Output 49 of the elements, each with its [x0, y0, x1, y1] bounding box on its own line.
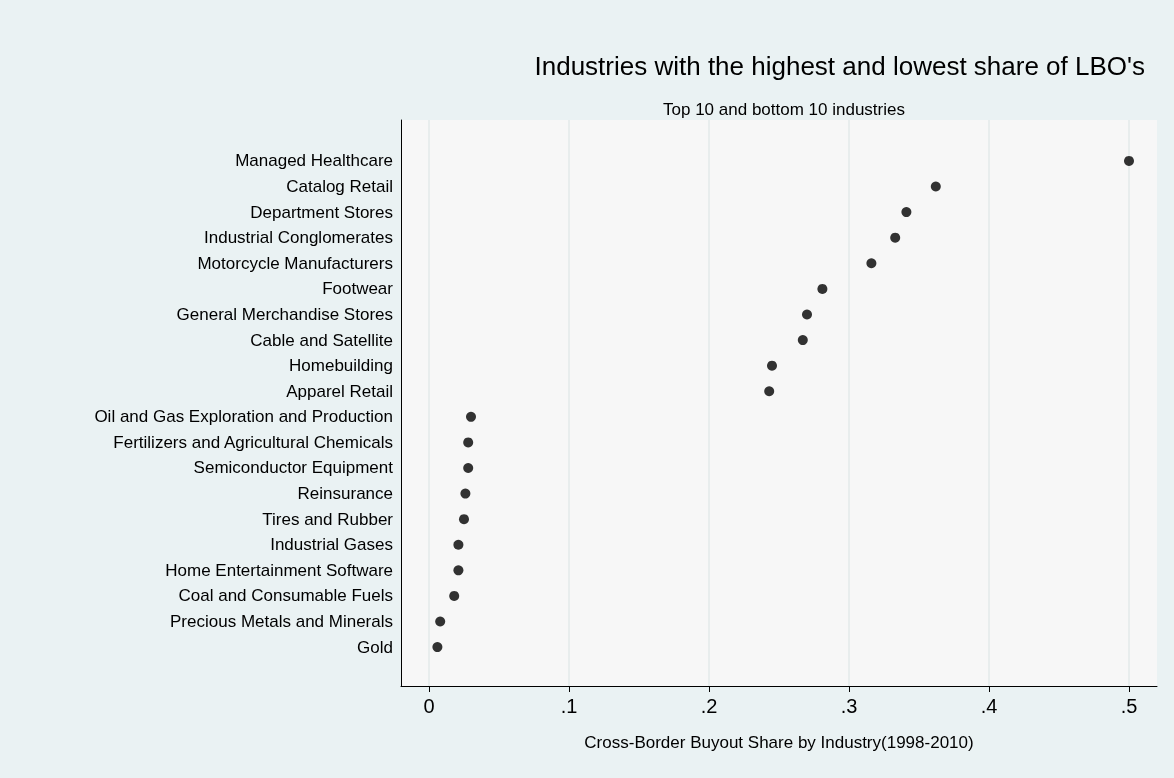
point [797, 335, 808, 346]
point [901, 207, 912, 218]
point [764, 386, 775, 397]
y-tick-label: Home Entertainment Software [165, 560, 393, 580]
y-tick-label: Homebuilding [289, 356, 393, 376]
x-tick-label: .3 [840, 695, 858, 717]
chart-title: Industries with the highest and lowest share of LBO's [534, 51, 1146, 81]
y-tick-label: Oil and Gas Exploration and Production [94, 407, 393, 427]
chart-subtitle: Top 10 and bottom 10 industries [663, 100, 905, 119]
y-tick-label: Footwear [322, 279, 394, 299]
point [435, 616, 446, 627]
y-tick-label: Industrial Conglomerates [204, 228, 393, 248]
y-tick-label: Cable and Satellite [250, 330, 393, 350]
point [432, 642, 443, 653]
y-tick-label: Reinsurance [297, 484, 393, 504]
point [767, 360, 777, 371]
y-tick-label: Tires and Rubber [262, 509, 394, 529]
y-tick-label: Managed Healthcare [235, 151, 393, 171]
point [459, 514, 469, 525]
y-tick-label: Semiconductor Equipment [193, 458, 394, 478]
x-tick-label: .4 [980, 695, 998, 717]
point [453, 539, 464, 550]
point [802, 309, 812, 320]
point [866, 258, 877, 269]
point [449, 590, 460, 601]
point [1124, 155, 1134, 166]
point [466, 411, 476, 422]
point [890, 232, 901, 243]
y-tick-label: Coal and Consumable Fuels [178, 586, 393, 606]
point [460, 488, 471, 499]
y-tick-label: Department Stores [250, 202, 393, 222]
y-tick-label: Precious Metals and Minerals [170, 612, 393, 632]
x-axis-title: Cross-Border Buyout Share by Industry(1998-2010) [584, 733, 974, 752]
x-tick-label: .5 [1120, 695, 1138, 717]
y-tick-label: Apparel Retail [286, 381, 393, 401]
y-tick-label: Industrial Gases [270, 535, 393, 555]
y-tick-label: General Merchandise Stores [176, 304, 393, 324]
x-tick-label: .2 [700, 695, 718, 717]
y-tick-label: Motorcycle Manufacturers [197, 253, 393, 273]
point [817, 283, 828, 294]
y-tick-label: Fertilizers and Agricultural Chemicals [113, 432, 393, 452]
y-tick-label: Catalog Retail [286, 177, 393, 197]
y-tick-label: Gold [357, 637, 393, 657]
point [930, 181, 941, 192]
x-tick-label: 0 [423, 695, 435, 717]
point [453, 565, 464, 576]
x-tick-label: .1 [560, 695, 578, 717]
point [463, 463, 474, 473]
point [463, 437, 474, 448]
